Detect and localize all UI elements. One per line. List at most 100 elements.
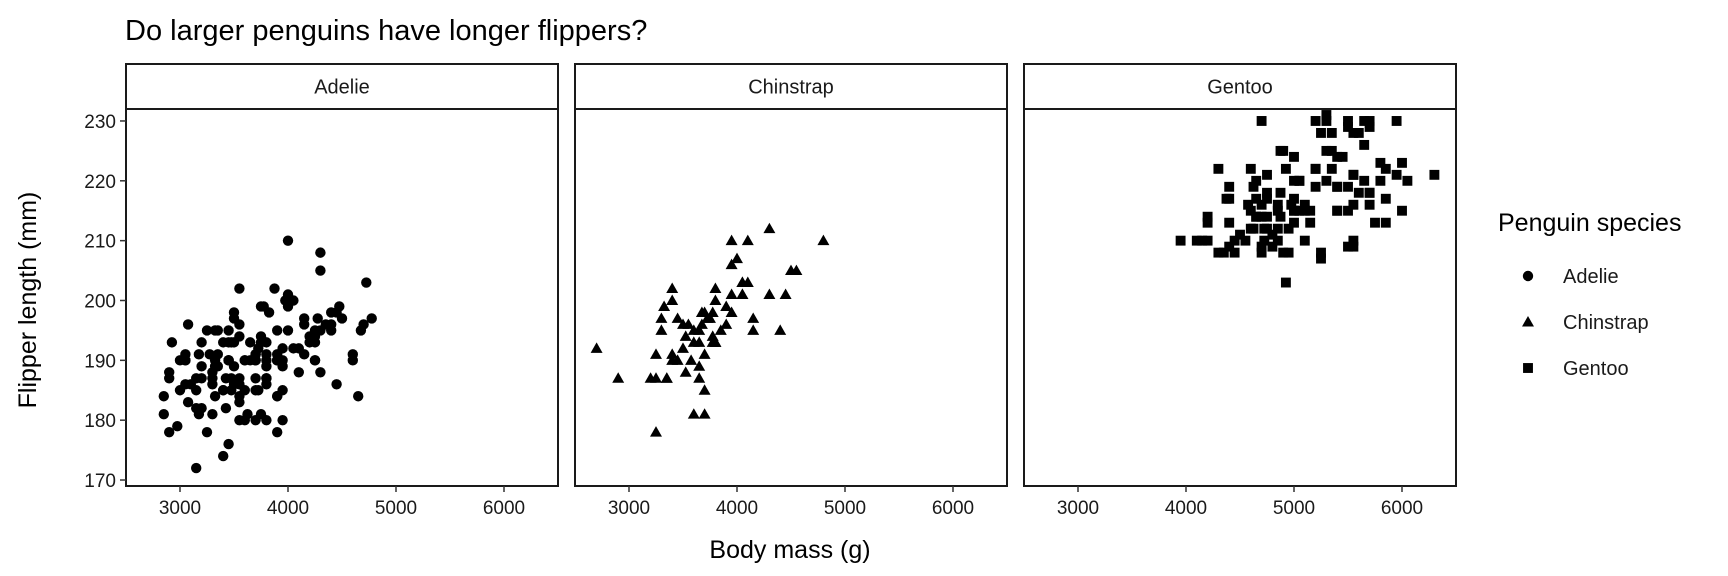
data-point xyxy=(366,313,377,324)
data-point xyxy=(1272,235,1283,246)
panel-border xyxy=(1023,108,1457,487)
data-point xyxy=(1256,241,1267,252)
data-point xyxy=(1343,116,1353,126)
data-point xyxy=(650,348,662,359)
data-point xyxy=(1280,163,1291,174)
data-point xyxy=(1256,247,1267,258)
data-point xyxy=(677,342,689,353)
data-point xyxy=(1364,199,1375,210)
data-point xyxy=(158,408,169,420)
data-point xyxy=(650,426,662,437)
x-tick-label: 5000 xyxy=(375,498,417,519)
data-point xyxy=(1259,235,1270,246)
data-point xyxy=(1218,247,1229,258)
data-point xyxy=(1191,235,1202,246)
data-point xyxy=(1299,235,1310,246)
data-point xyxy=(234,414,245,426)
data-point xyxy=(698,408,711,419)
data-point xyxy=(193,349,205,360)
legend-item-adelie: Adelie xyxy=(1522,266,1619,288)
legend-title: Penguin species xyxy=(1498,209,1681,237)
data-point xyxy=(725,306,738,317)
data-point xyxy=(218,337,229,348)
data-point xyxy=(312,313,323,324)
x-tick-label: 5000 xyxy=(1273,498,1315,519)
data-point xyxy=(1332,151,1343,162)
data-point xyxy=(258,301,269,312)
data-point xyxy=(1310,181,1321,192)
data-point xyxy=(1343,122,1353,132)
data-point xyxy=(1397,157,1407,168)
x-axis-title: Body mass (g) xyxy=(709,536,870,564)
legend-label: Gentoo xyxy=(1563,358,1629,380)
legend-item-gentoo: Gentoo xyxy=(1523,358,1629,380)
x-tick-label: 4000 xyxy=(1165,498,1207,519)
data-point xyxy=(1289,217,1299,228)
data-point xyxy=(166,337,178,348)
data-point xyxy=(1348,241,1359,252)
facet-strip xyxy=(125,63,559,110)
panel-border xyxy=(574,108,1008,487)
data-point xyxy=(1229,235,1240,246)
data-point xyxy=(182,319,194,330)
data-point xyxy=(272,355,283,366)
data-point xyxy=(1402,175,1413,186)
data-point xyxy=(1286,199,1297,210)
data-point xyxy=(693,372,706,383)
data-point xyxy=(1197,235,1208,246)
data-point xyxy=(1310,163,1321,174)
data-point xyxy=(1299,205,1310,216)
legend: Penguin species Adelie Chinstrap Gentoo xyxy=(1498,209,1681,380)
data-point xyxy=(1359,116,1370,126)
legend-items: Adelie Chinstrap Gentoo xyxy=(1522,266,1649,380)
data-point xyxy=(725,234,738,246)
data-point xyxy=(1348,235,1359,246)
legend-key xyxy=(1522,270,1534,282)
data-point xyxy=(1364,122,1375,132)
data-point xyxy=(1259,223,1270,234)
data-point xyxy=(1326,145,1337,156)
data-point xyxy=(223,325,234,336)
data-point xyxy=(1267,229,1278,240)
data-point xyxy=(720,300,733,311)
data-point xyxy=(1305,217,1316,228)
x-tick-label: 4000 xyxy=(716,498,758,519)
data-point xyxy=(666,348,679,359)
data-point xyxy=(223,438,234,450)
y-tick-label: 170 xyxy=(84,471,116,492)
data-point xyxy=(353,391,364,402)
data-point xyxy=(1262,187,1272,198)
data-point xyxy=(1224,181,1235,192)
data-point xyxy=(1294,175,1305,186)
data-point xyxy=(1221,193,1232,204)
legend-key xyxy=(1523,363,1533,373)
y-tick-label: 190 xyxy=(84,351,116,372)
data-point xyxy=(226,373,237,384)
data-point xyxy=(763,222,776,234)
data-point xyxy=(1316,247,1326,258)
data-point xyxy=(269,283,280,294)
data-point xyxy=(1391,169,1402,180)
data-point xyxy=(1245,205,1256,216)
data-point xyxy=(679,330,692,341)
data-point xyxy=(223,355,234,366)
data-point xyxy=(1202,217,1213,228)
data-point xyxy=(234,373,245,384)
data-point xyxy=(1375,175,1386,186)
data-point xyxy=(250,355,261,366)
data-point xyxy=(299,313,310,324)
data-point xyxy=(293,367,304,378)
panel-chinstrap: Chinstrap 3000 4000 5000 6000 xyxy=(574,63,1008,519)
data-point xyxy=(1202,235,1213,246)
data-point xyxy=(763,288,776,299)
data-point xyxy=(660,372,673,383)
data-point xyxy=(706,336,719,347)
points-chinstrap xyxy=(590,222,830,437)
data-point xyxy=(331,379,342,390)
data-point xyxy=(245,337,256,348)
data-point xyxy=(1310,116,1321,126)
data-point xyxy=(1235,229,1245,240)
data-point xyxy=(272,426,283,438)
data-point xyxy=(1229,247,1240,258)
